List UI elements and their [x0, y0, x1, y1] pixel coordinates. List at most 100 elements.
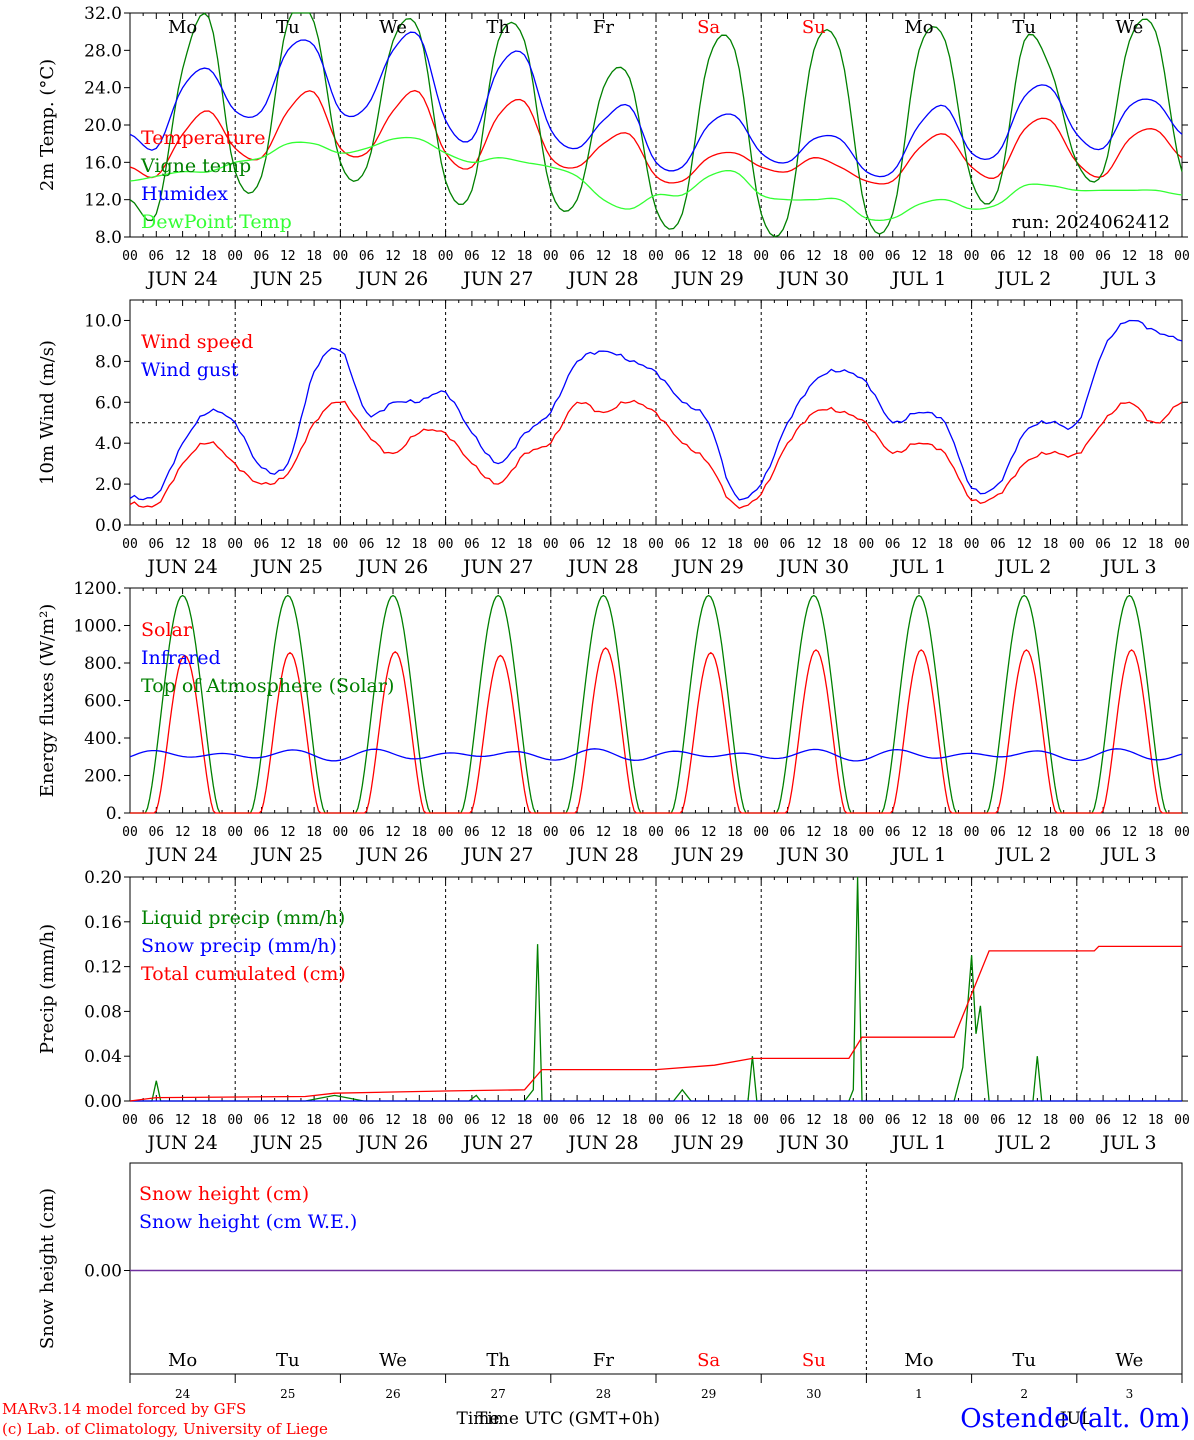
bottom-axis: Mo Tu We Th Fr Sa Su Mo Tu We 24 25 26 27 28 29 30 1 2 3 — [129, 1350, 1183, 1401]
weekday-label: Th — [486, 17, 510, 38]
y-tick-label: 0.00 — [84, 1262, 122, 1282]
hour-tick-label: 06 — [359, 537, 375, 552]
series-line-solar — [130, 647, 1182, 814]
y-tick-label: 400. — [84, 729, 122, 749]
hour-tick-label: 12 — [490, 1113, 506, 1128]
hour-tick-label: 06 — [674, 249, 690, 264]
hour-tick-label: 12 — [490, 249, 506, 264]
hour-tick-label: 00 — [753, 537, 769, 552]
plot-frame — [129, 12, 1183, 238]
date-label: JUN 28 — [566, 844, 638, 866]
date-label: JUN 28 — [566, 1132, 638, 1154]
series-line-infrared — [129, 748, 1183, 762]
y-tick-label: 0.0 — [95, 516, 122, 536]
hour-tick-label: 12 — [806, 1113, 822, 1128]
hour-tick-label: 00 — [543, 825, 559, 840]
series-line-0 — [129, 399, 1183, 509]
y-tick-label: 8.0 — [95, 228, 122, 248]
date-label: JUN 24 — [145, 268, 217, 290]
legend-entry: Wind gust — [141, 359, 239, 381]
hour-tick-label: 00 — [333, 825, 349, 840]
hour-tick-label: 00 — [859, 825, 875, 840]
series-line-3 — [129, 136, 1183, 222]
date-label: JUN 28 — [566, 268, 638, 290]
hour-tick-label: 18 — [937, 825, 953, 840]
hour-tick-label: 18 — [1148, 1113, 1164, 1128]
hour-tick-label: 12 — [596, 249, 612, 264]
hour-tick-label: 12 — [701, 249, 717, 264]
hour-tick-label: 18 — [411, 249, 427, 264]
date-label: JUL 1 — [890, 268, 946, 290]
bottom-daynum-label: 25 — [280, 1387, 295, 1401]
y-tick-label: 8.0 — [95, 352, 122, 372]
hour-tick-label: 00 — [1174, 249, 1190, 264]
credit-line-1: MARv3.14 model forced by GFS — [2, 1400, 246, 1418]
hour-tick-label: 00 — [122, 1113, 138, 1128]
legend-entry: DewPoint Temp — [141, 211, 292, 233]
weekday-label: Sa — [697, 17, 720, 38]
hour-tick-label: 12 — [1122, 537, 1138, 552]
legend-entry: Humidex — [141, 183, 228, 205]
legend-entry: Liquid precip (mm/h) — [141, 907, 345, 929]
y-tick-label: 4.0 — [95, 434, 122, 454]
hour-tick-label: 18 — [1148, 825, 1164, 840]
hour-tick-label: 00 — [859, 1113, 875, 1128]
hour-tick-label: 12 — [385, 1113, 401, 1128]
hour-tick-label: 00 — [543, 1113, 559, 1128]
hour-tick-label: 18 — [306, 249, 322, 264]
hour-tick-label: 12 — [806, 537, 822, 552]
y-tick-label: 6.0 — [95, 393, 122, 413]
y-tick-label: 0.08 — [84, 1002, 122, 1022]
hour-tick-label: 18 — [832, 249, 848, 264]
weekday-label: Fr — [593, 17, 614, 38]
hour-tick-label: 00 — [438, 1113, 454, 1128]
hour-tick-label: 00 — [753, 825, 769, 840]
bottom-daynum-label: 27 — [491, 1387, 506, 1401]
hour-tick-label: 06 — [359, 1113, 375, 1128]
series-line-0 — [129, 89, 1183, 185]
legend-entry: Total cumulated (cm) — [141, 963, 346, 985]
date-label: JUL 2 — [995, 844, 1051, 866]
bottom-weekday-label: Sa — [697, 1350, 720, 1371]
date-label: JUL 3 — [1100, 556, 1156, 578]
hour-tick-label: 00 — [1069, 1113, 1085, 1128]
hour-tick-label: 00 — [964, 537, 980, 552]
panel-wind: 0.0 2.0 4.0 6.0 8.0 10.0 00 06 12 18 00 06 12 18 00 06 1… — [37, 299, 1190, 578]
hour-tick-label: 06 — [1095, 1113, 1111, 1128]
hour-tick-label: 12 — [911, 1113, 927, 1128]
hour-tick-label: 12 — [911, 537, 927, 552]
hour-tick-label: 06 — [1095, 249, 1111, 264]
weekday-label: Su — [802, 17, 826, 38]
hour-tick-label: 00 — [859, 249, 875, 264]
hour-tick-label: 12 — [806, 249, 822, 264]
hour-tick-label: 00 — [227, 537, 243, 552]
hour-tick-label: 00 — [648, 1113, 664, 1128]
hour-tick-label: 12 — [1016, 1113, 1032, 1128]
hour-tick-label: 00 — [1174, 1113, 1190, 1128]
hour-tick-label: 18 — [622, 537, 638, 552]
y-tick-label: 0.00 — [84, 1092, 122, 1112]
hour-tick-label: 06 — [464, 249, 480, 264]
bottom-daynum-label: 30 — [806, 1387, 821, 1401]
hour-tick-label: 18 — [1043, 537, 1059, 552]
hour-tick-label: 12 — [490, 537, 506, 552]
hour-tick-label: 06 — [885, 537, 901, 552]
hour-tick-label: 18 — [306, 825, 322, 840]
hour-tick-label: 12 — [175, 1113, 191, 1128]
hour-tick-label: 06 — [990, 1113, 1006, 1128]
hour-tick-label: 18 — [411, 825, 427, 840]
hour-tick-label: 18 — [1148, 537, 1164, 552]
bottom-daynum-label: 1 — [915, 1387, 923, 1401]
hour-tick-label: 00 — [648, 249, 664, 264]
hour-tick-label: 06 — [990, 537, 1006, 552]
y-tick-label: 16.0 — [84, 153, 122, 173]
hour-tick-label: 06 — [780, 537, 796, 552]
hour-tick-label: 18 — [411, 537, 427, 552]
month-label: JUL — [1058, 1409, 1092, 1429]
hour-tick-label: 18 — [622, 825, 638, 840]
hour-tick-label: 12 — [280, 825, 296, 840]
date-label: JUN 25 — [251, 556, 323, 578]
hour-tick-label: 12 — [175, 249, 191, 264]
date-label: JUN 29 — [671, 844, 743, 866]
weekday-label: Mo — [168, 17, 197, 38]
